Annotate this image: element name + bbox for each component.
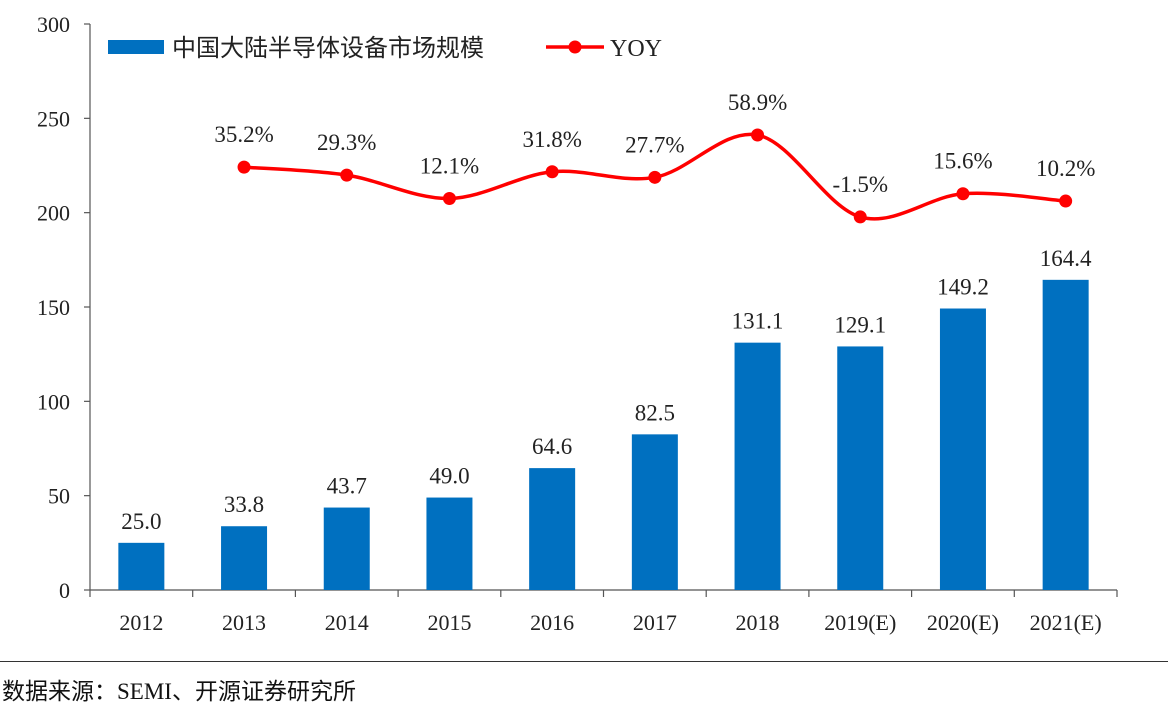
yoy-point (648, 170, 662, 184)
x-tick-label: 2015 (427, 610, 471, 635)
bar-data-label: 64.6 (532, 434, 572, 459)
y-tick-label: 50 (48, 484, 70, 509)
bar (734, 342, 781, 590)
yoy-series (237, 128, 1073, 224)
yoy-data-label: 29.3% (317, 130, 376, 155)
bar (323, 507, 370, 590)
axes: 0 50 100 150 200 250 300 2012 2013 2014 2015 2016 20… (37, 12, 1118, 635)
yoy-point (442, 191, 456, 205)
yoy-data-label: 58.9% (728, 90, 787, 115)
y-tick-label: 150 (37, 295, 70, 320)
legend-swatch-bar (108, 40, 164, 54)
x-tick-label: 2021(E) (1030, 610, 1102, 635)
legend: 中国大陆半导体设备市场规模 YOY (108, 35, 662, 62)
bar-data-label: 33.8 (224, 492, 264, 517)
bar-data-labels: 25.0 33.8 43.7 49.0 64.6 82.5 131.1 129.1 149.2 1… (121, 246, 1092, 534)
bar (631, 434, 678, 590)
yoy-data-label: 31.8% (522, 127, 581, 152)
source-note: 数据来源：SEMI、开源证券研究所 (2, 679, 356, 704)
bar-data-label: 82.5 (635, 400, 675, 425)
bar (529, 468, 576, 590)
legend-label-bar: 中国大陆半导体设备市场规模 (172, 35, 484, 62)
bar (1042, 279, 1089, 590)
x-tick-label: 2019(E) (824, 610, 896, 635)
yoy-data-label: 15.6% (933, 149, 992, 174)
y-tick-label: 200 (37, 201, 70, 226)
y-tick-label: 0 (59, 578, 70, 603)
yoy-point (340, 168, 354, 182)
footer-divider (0, 661, 1168, 662)
bar (426, 497, 473, 590)
bar-data-label: 129.1 (834, 312, 886, 337)
yoy-point (1059, 194, 1073, 208)
yoy-data-label: 27.7% (625, 132, 684, 157)
x-tick-label: 2017 (633, 610, 677, 635)
x-tick-label: 2012 (119, 610, 163, 635)
bar-data-label: 164.4 (1040, 246, 1092, 271)
x-tick-label: 2016 (530, 610, 574, 635)
bar-data-label: 43.7 (327, 474, 367, 499)
yoy-data-label: -1.5% (832, 172, 888, 197)
x-tick-label: 2014 (325, 610, 369, 635)
legend-label-yoy: YOY (610, 36, 662, 62)
bar (118, 542, 165, 590)
x-tick-label: 2020(E) (927, 610, 999, 635)
legend-swatch-marker (568, 40, 582, 54)
bar (939, 308, 986, 590)
yoy-data-label: 12.1% (420, 153, 479, 178)
bar (837, 346, 884, 590)
yoy-data-label: 35.2% (214, 122, 273, 147)
yoy-point (545, 165, 559, 179)
bar-data-label: 25.0 (121, 509, 161, 534)
x-tick-label: 2013 (222, 610, 266, 635)
bar-data-label: 131.1 (732, 309, 784, 334)
y-tick-label: 300 (37, 12, 70, 37)
y-tick-label: 250 (37, 106, 70, 131)
bar-data-label: 49.0 (429, 464, 469, 489)
yoy-point (237, 160, 251, 174)
chart: 0 50 100 150 200 250 300 2012 2013 2014 2015 2016 20… (37, 12, 1118, 635)
bar (221, 526, 268, 590)
y-tick-label: 100 (37, 389, 70, 414)
yoy-point (751, 128, 765, 142)
bar-series (118, 279, 1089, 590)
yoy-data-labels: 35.2% 29.3% 12.1% 31.8% 27.7% 58.9% -1.5% 15.6%… (214, 90, 1095, 197)
yoy-data-label: 10.2% (1036, 156, 1095, 181)
bar-data-label: 149.2 (937, 275, 989, 300)
x-tick-label: 2018 (736, 610, 780, 635)
yoy-point (956, 187, 970, 201)
yoy-point (853, 210, 867, 224)
